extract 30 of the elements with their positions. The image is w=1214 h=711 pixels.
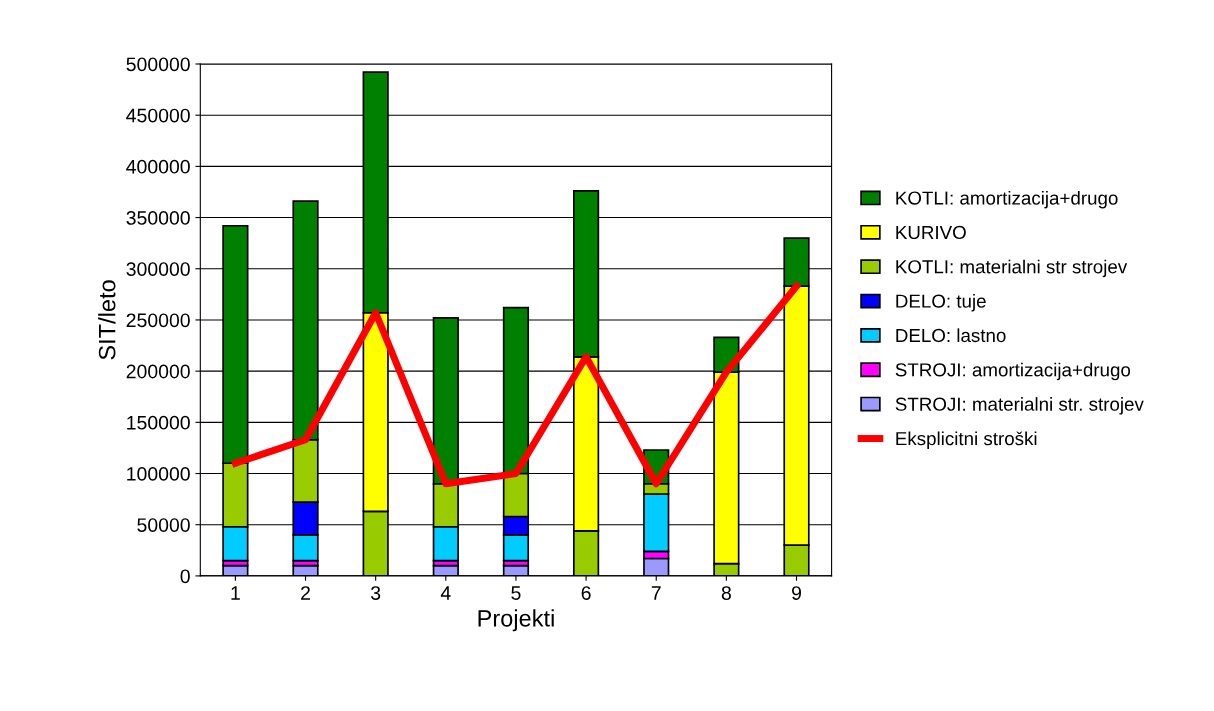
x-tick-label: 8 [721,586,731,600]
y-axis-title: SIT/leto [98,280,116,360]
legend-label: KURIVO [896,225,966,240]
legend-label: KOTLI: materialni str strojev [896,259,1128,278]
y-tick-label: 200000 [126,364,190,379]
legend-label: STROJI: materialni str. strojev [895,397,1144,415]
legend-label: DELO: lastno [896,328,1006,343]
y-tick-label: 500000 [126,57,190,72]
x-tick-label: 5 [511,586,521,600]
x-tick-label: 4 [440,586,451,600]
y-tick-label: 250000 [126,313,190,328]
y-tick-label: 0 [180,569,190,584]
y-tick-label: 300000 [126,262,190,276]
x-tick-label: 3 [371,586,381,600]
x-tick-label: 1 [231,586,240,600]
legend-label: DELO: tuje [896,294,986,312]
legend-label: KOTLI: amortizacija+drugo [896,190,1118,209]
x-axis-title: Projekti [478,609,554,632]
y-tick-label: 350000 [126,211,190,225]
legend-label: STROJI: amortizacija+drugo [895,362,1131,381]
y-tick-label: 400000 [126,159,190,174]
y-tick-label: 50000 [137,518,190,532]
x-tick-label: 2 [301,586,310,600]
y-tick-label: 450000 [126,108,190,123]
x-tick-label: 7 [651,586,661,600]
x-tick-label: 6 [581,586,591,600]
y-tick-label: 100000 [127,466,190,481]
y-tick-label: 150000 [127,415,190,430]
legend-label: Eksplicitni stroški [896,431,1037,449]
x-tick-label: 9 [792,586,801,600]
